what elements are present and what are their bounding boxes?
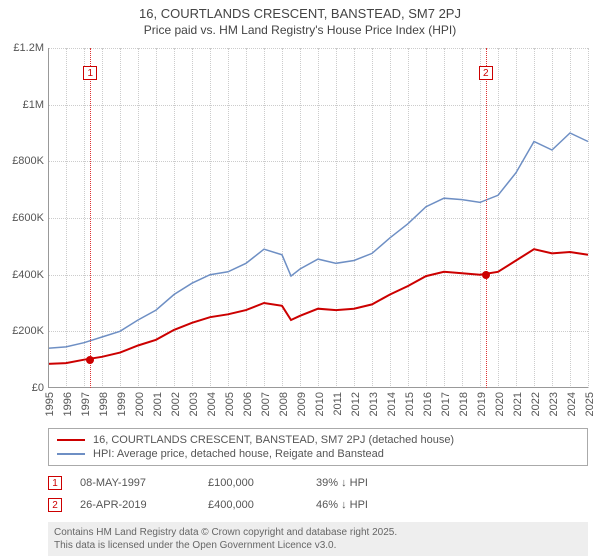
sale-row-price: £400,000 [208, 499, 298, 511]
sale-row-pct: 39% ↓ HPI [316, 477, 426, 489]
legend-swatch [57, 439, 85, 441]
footer-line1: Contains HM Land Registry data © Crown c… [54, 526, 582, 539]
x-tick-label: 2001 [152, 392, 164, 416]
x-tick-label: 2017 [440, 392, 452, 416]
x-tick-label: 2018 [458, 392, 470, 416]
sale-marker-dot [86, 356, 94, 364]
x-tick-label: 2012 [350, 392, 362, 416]
chart-container: 16, COURTLANDS CRESCENT, BANSTEAD, SM7 2… [0, 0, 600, 560]
x-tick-label: 2022 [530, 392, 542, 416]
x-tick-label: 2019 [476, 392, 488, 416]
sale-row-marker: 1 [48, 476, 62, 490]
sale-row-pct: 46% ↓ HPI [316, 499, 426, 511]
y-tick-label: £0 [2, 382, 44, 394]
legend-label: HPI: Average price, detached house, Reig… [93, 448, 384, 460]
sale-row-price: £100,000 [208, 477, 298, 489]
sale-marker-vline [90, 48, 91, 388]
x-tick-label: 2004 [206, 392, 218, 416]
x-tick-label: 2003 [188, 392, 200, 416]
plot-area [48, 48, 588, 388]
x-tick-label: 1997 [80, 392, 92, 416]
x-tick-label: 2014 [386, 392, 398, 416]
sale-row-marker: 2 [48, 498, 62, 512]
x-tick-label: 2010 [314, 392, 326, 416]
titles: 16, COURTLANDS CRESCENT, BANSTEAD, SM7 2… [0, 0, 600, 37]
x-tick-label: 2009 [296, 392, 308, 416]
y-tick-label: £800K [2, 155, 44, 167]
footer: Contains HM Land Registry data © Crown c… [48, 522, 588, 556]
x-tick-label: 2006 [242, 392, 254, 416]
title-main: 16, COURTLANDS CRESCENT, BANSTEAD, SM7 2… [0, 6, 600, 21]
y-tick-label: £1M [2, 99, 44, 111]
x-tick-label: 2015 [404, 392, 416, 416]
sale-marker-box: 1 [83, 66, 97, 80]
x-tick-label: 2024 [566, 392, 578, 416]
y-tick-label: £600K [2, 212, 44, 224]
title-sub: Price paid vs. HM Land Registry's House … [0, 23, 600, 37]
legend-label: 16, COURTLANDS CRESCENT, BANSTEAD, SM7 2… [93, 434, 454, 446]
footer-line2: This data is licensed under the Open Gov… [54, 539, 582, 552]
sales-table: 1 08-MAY-1997 £100,000 39% ↓ HPI 2 26-APR-201… [48, 472, 426, 516]
sale-row: 1 08-MAY-1997 £100,000 39% ↓ HPI [48, 472, 426, 494]
x-tick-label: 2011 [332, 392, 344, 416]
sale-marker-box: 2 [479, 66, 493, 80]
legend: 16, COURTLANDS CRESCENT, BANSTEAD, SM7 2… [48, 428, 588, 466]
legend-row: HPI: Average price, detached house, Reig… [57, 447, 579, 461]
x-tick-label: 2013 [368, 392, 380, 416]
sale-marker-dot [482, 271, 490, 279]
x-tick-label: 2023 [548, 392, 560, 416]
x-tick-label: 2021 [512, 392, 524, 416]
gridline-v [588, 48, 589, 388]
sale-row: 2 26-APR-2019 £400,000 46% ↓ HPI [48, 494, 426, 516]
x-tick-label: 2002 [170, 392, 182, 416]
y-tick-label: £400K [2, 269, 44, 281]
x-tick-label: 2007 [260, 392, 272, 416]
x-tick-label: 2008 [278, 392, 290, 416]
x-tick-label: 2016 [422, 392, 434, 416]
x-tick-label: 1999 [116, 392, 128, 416]
x-tick-label: 2005 [224, 392, 236, 416]
x-tick-label: 1998 [98, 392, 110, 416]
sale-marker-vline [486, 48, 487, 388]
legend-row: 16, COURTLANDS CRESCENT, BANSTEAD, SM7 2… [57, 433, 579, 447]
x-tick-label: 1996 [62, 392, 74, 416]
y-tick-label: £1.2M [2, 42, 44, 54]
x-tick-label: 1995 [44, 392, 56, 416]
x-tick-label: 2025 [584, 392, 596, 416]
legend-swatch [57, 453, 85, 455]
x-tick-label: 2000 [134, 392, 146, 416]
sale-row-date: 26-APR-2019 [80, 499, 190, 511]
x-tick-label: 2020 [494, 392, 506, 416]
y-tick-label: £200K [2, 325, 44, 337]
sale-row-date: 08-MAY-1997 [80, 477, 190, 489]
